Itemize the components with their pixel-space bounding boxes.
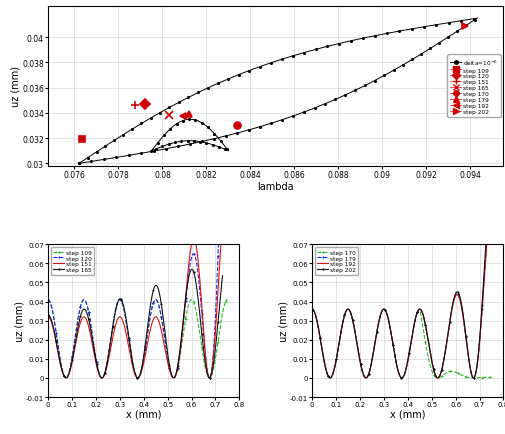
step 165: [116, 297, 122, 302]
Line: step 192: step 192: [312, 203, 490, 378]
Line: step 151: step 151: [48, 187, 227, 378]
step 192: [487, 200, 493, 205]
step 202: [309, 307, 315, 312]
step 179: [309, 307, 315, 312]
step 170: [379, 307, 385, 312]
step 151: [224, 185, 230, 190]
step 179: [380, 307, 386, 312]
step 109: [224, 297, 230, 302]
step 109: [116, 297, 122, 302]
Line: step 202: step 202: [310, 232, 487, 379]
step 202: [367, 365, 373, 370]
Line: step 170: step 170: [310, 308, 492, 379]
step 120: [116, 297, 122, 302]
step 165: [45, 312, 51, 318]
step 151: [176, 359, 182, 364]
step 202: [439, 364, 445, 369]
step 170: [421, 337, 427, 342]
step 170: [470, 375, 476, 381]
step 192: [330, 367, 336, 372]
Y-axis label: uz (mm): uz (mm): [14, 300, 24, 342]
step 170: [487, 375, 493, 380]
step 170: [330, 369, 336, 374]
step 179: [487, 193, 493, 198]
Line: step 109: step 109: [47, 299, 228, 379]
step 192: [439, 362, 445, 367]
step 170: [309, 307, 315, 312]
step 170: [439, 373, 445, 378]
step 165: [104, 364, 110, 369]
step 179: [367, 363, 373, 368]
step 151: [67, 368, 73, 373]
step 179: [326, 375, 332, 381]
step 120: [176, 358, 182, 363]
X-axis label: lambda: lambda: [257, 181, 293, 191]
step 151: [63, 375, 69, 381]
step 151: [175, 364, 181, 369]
step 151: [158, 328, 164, 333]
step 192: [380, 307, 386, 312]
step 165: [174, 364, 180, 369]
step 165: [158, 299, 164, 305]
step 120: [175, 364, 181, 369]
Line: step 120: step 120: [47, 34, 228, 379]
Line: step 179: step 179: [310, 194, 492, 379]
step 109: [176, 360, 182, 365]
step 179: [330, 367, 336, 372]
Legend: step 170, step 179, step 192, step 202: step 170, step 179, step 192, step 202: [315, 247, 357, 275]
step 165: [67, 369, 73, 374]
step 109: [158, 315, 164, 320]
step 192: [438, 366, 444, 371]
step 170: [367, 365, 373, 370]
step 179: [422, 322, 428, 328]
step 202: [330, 369, 336, 374]
X-axis label: x (mm): x (mm): [126, 409, 161, 419]
step 109: [45, 297, 51, 302]
step 120: [104, 361, 110, 366]
step 120: [63, 375, 69, 381]
step 109: [104, 361, 110, 366]
Legend: step 109, step 120, step 151, step 165: step 109, step 120, step 151, step 165: [51, 247, 93, 275]
step 192: [309, 307, 315, 312]
step 202: [379, 307, 385, 312]
step 179: [438, 366, 444, 371]
step 202: [421, 320, 427, 326]
step 192: [422, 322, 428, 328]
step 179: [439, 362, 445, 367]
Legend: delta=10$^{-6}$, step 109, step 120, step 151, step 165, step 170, step 179, ste: delta=10$^{-6}$, step 109, step 120, ste…: [446, 55, 499, 118]
step 192: [367, 363, 373, 368]
step 165: [175, 358, 181, 364]
step 109: [175, 365, 181, 370]
step 120: [224, 33, 230, 38]
Y-axis label: uz (mm): uz (mm): [11, 66, 21, 107]
step 151: [45, 315, 51, 320]
Line: step 165: step 165: [47, 269, 223, 379]
step 120: [67, 366, 73, 371]
step 120: [45, 297, 51, 302]
step 170: [438, 374, 444, 379]
step 151: [116, 315, 122, 320]
X-axis label: x (mm): x (mm): [389, 409, 425, 419]
step 120: [158, 315, 164, 320]
step 109: [63, 375, 69, 381]
Y-axis label: uz (mm): uz (mm): [278, 300, 288, 342]
step 109: [67, 366, 73, 371]
step 202: [438, 368, 444, 373]
step 192: [326, 375, 332, 381]
step 151: [104, 364, 110, 369]
